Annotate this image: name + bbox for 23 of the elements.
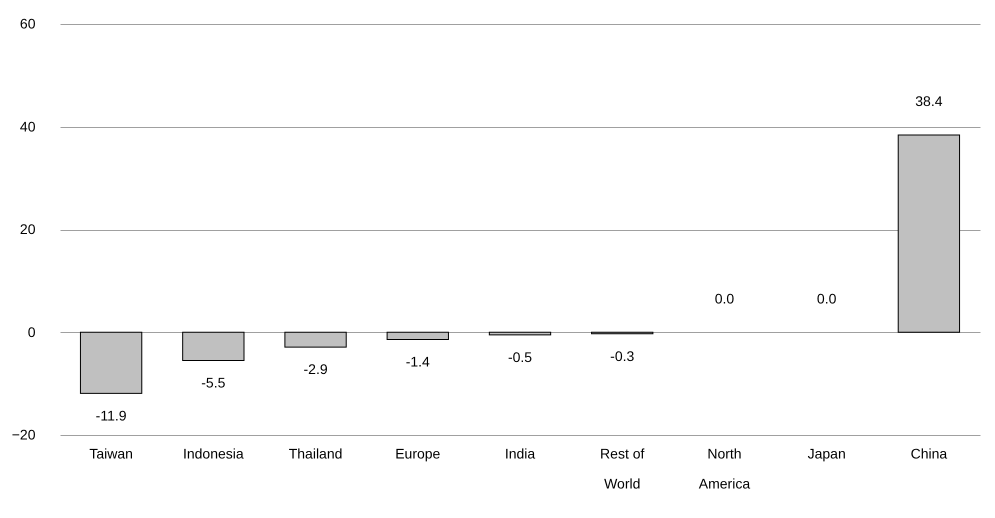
y-tick-label: 20 (20, 221, 36, 237)
data-label: -5.5 (201, 374, 226, 391)
y-tick-label: 0 (28, 324, 36, 340)
data-label: 38.4 (915, 92, 943, 109)
x-tick-label: Rest of World (600, 446, 645, 492)
x-tick-label: China (910, 446, 948, 462)
y-tick-label: 40 (20, 118, 36, 134)
x-tick-label: Indonesia (182, 446, 244, 462)
x-tick-label: Thailand (288, 446, 342, 462)
x-tick-label: Taiwan (89, 446, 133, 462)
data-label: -2.9 (303, 361, 328, 378)
x-tick-label: Europe (395, 446, 441, 462)
x-tick-label: India (504, 446, 536, 462)
data-label: -11.9 (96, 407, 127, 424)
data-label: -0.5 (508, 348, 532, 365)
x-tick-label: North America (698, 446, 750, 492)
data-label: 0.0 (714, 290, 734, 306)
data-label: -1.4 (406, 353, 430, 370)
data-label: 0.0 (816, 290, 837, 306)
y-tick-label: 60 (20, 16, 36, 32)
y-tick-label: −20 (12, 426, 36, 442)
x-tick-label: Japan (808, 446, 846, 462)
data-label: -0.3 (610, 348, 634, 364)
